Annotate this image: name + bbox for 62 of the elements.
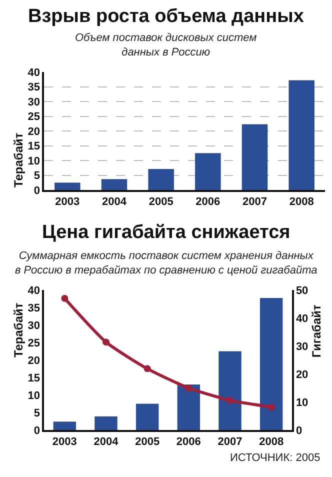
bar — [218, 351, 242, 430]
y-axis-title: Терабайт — [12, 132, 26, 188]
chart-title: Взрыв роста объема данных — [28, 6, 304, 27]
x-tick-label: 2008 — [259, 436, 284, 448]
chart-subtitle: Объем поставок дисковых систем данных в Россию — [75, 32, 258, 58]
y-tick-label: 20 — [28, 126, 40, 138]
y-tick-label: 5 — [34, 407, 40, 420]
text: ИСТОЧНИК: 2005 — [230, 452, 320, 464]
y-tick-label: 5 — [34, 170, 40, 182]
x-tick-label: 2004 — [94, 436, 120, 448]
bar — [148, 169, 174, 190]
y-tick-label: 30 — [28, 96, 40, 108]
y-axis-title: Терабайт — [12, 302, 26, 358]
y2-tick-label: 50 — [296, 284, 308, 297]
bar — [136, 404, 159, 430]
bar — [54, 182, 80, 190]
y-tick-label: 35 — [28, 82, 40, 94]
bar — [242, 124, 268, 190]
y-tick-label: 0 — [34, 424, 40, 437]
y-tick-label: 25 — [28, 337, 40, 350]
bar — [288, 80, 314, 190]
y-tick-label: 0 — [34, 184, 40, 197]
point — [226, 396, 234, 404]
x-tick-label: 2003 — [52, 436, 77, 448]
bar — [101, 179, 128, 190]
y-tick-label: 40 — [28, 66, 40, 79]
point — [61, 294, 68, 302]
y-tick-label: 15 — [28, 140, 40, 153]
bar — [177, 384, 200, 430]
bar — [260, 298, 283, 430]
point — [102, 338, 110, 346]
y2-tick-label: 0 — [296, 424, 302, 437]
y2-tick-label: 10 — [296, 396, 308, 409]
y-tick-label: 30 — [28, 320, 40, 332]
bar — [94, 416, 118, 430]
x-tick-label: 2005 — [148, 196, 174, 208]
y-tick-label: 25 — [28, 111, 40, 124]
y-tick-label: 40 — [28, 284, 40, 297]
point — [268, 404, 275, 411]
x-tick-label: 2008 — [289, 196, 314, 208]
y2-tick-label: 40 — [296, 312, 308, 325]
x-tick-label: 2007 — [218, 436, 242, 448]
bar — [195, 153, 221, 190]
point — [144, 365, 151, 372]
y-tick-label: 15 — [28, 372, 40, 384]
y-tick-label: 20 — [28, 354, 40, 367]
x-tick-label: 2004 — [102, 196, 128, 208]
x-tick-label: 2003 — [55, 196, 80, 208]
x-tick-label: 2005 — [135, 436, 160, 448]
y-tick-label: 10 — [28, 155, 40, 168]
y2-axis-title: Гигабайт — [310, 304, 324, 358]
bar — [53, 422, 76, 430]
y2-tick-label: 20 — [296, 368, 308, 381]
y-tick-label: 10 — [28, 390, 40, 402]
x-tick-label: 2007 — [242, 196, 267, 208]
x-tick-label: 2006 — [196, 196, 220, 208]
chart-title: Цена гигабайта снижается — [42, 222, 290, 243]
x-tick-label: 2006 — [176, 436, 201, 448]
y-tick-label: 35 — [28, 302, 40, 314]
point — [185, 384, 192, 392]
y2-tick-label: 30 — [296, 340, 308, 353]
chart-subtitle: Суммарная емкость поставок систем хранения данных в Россию в терабайтах по сравнению с ценой гигабайта — [15, 250, 318, 276]
